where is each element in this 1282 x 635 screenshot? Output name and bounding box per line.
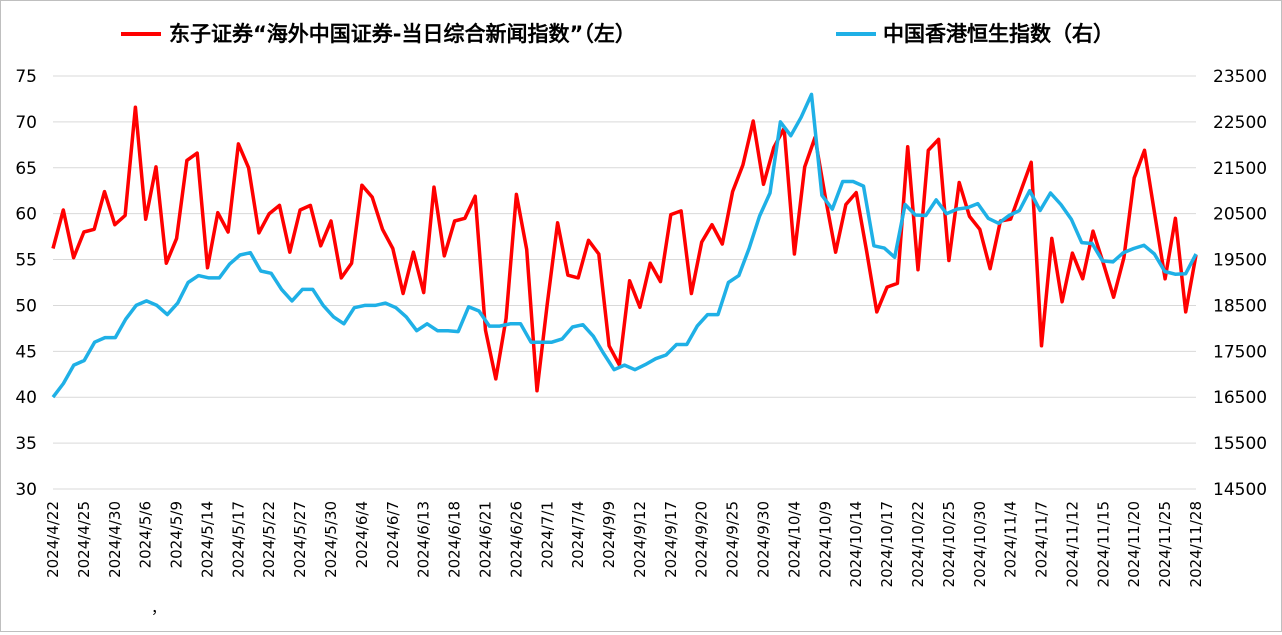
x-axis-tick-label: 2024/9/25	[724, 501, 742, 578]
legend-label-news-index: 东子证券“海外中国证券-当日综合新闻指数”（左）	[169, 22, 636, 46]
x-axis-tick-label: 2024/10/22	[909, 501, 927, 587]
x-axis-tick-label: 2024/6/26	[507, 501, 525, 578]
right-axis-ticks: 14500 15500 16500 17500 18500 19500 20500 21500…	[1213, 67, 1267, 500]
x-axis-tick-label: 2024/11/25	[1156, 501, 1174, 587]
x-axis-tick-label: 2024/6/21	[476, 501, 494, 578]
x-axis-tick-label: 2024/9/17	[662, 501, 680, 578]
news-index-line	[51, 105, 1198, 393]
x-axis-tick-label: 2024/5/17	[229, 501, 247, 578]
x-axis-tick-label: 2024/7/4	[569, 501, 587, 568]
x-axis-tick-label: 2024/9/9	[600, 501, 618, 568]
x-axis-tick-label: 2024/9/20	[693, 501, 711, 578]
x-axis-tick-label: 2024/6/7	[384, 501, 402, 568]
left-axis-tick-label: 70	[15, 113, 37, 133]
right-axis-tick-label: 16500	[1213, 388, 1267, 408]
x-axis-tick-label: 2024/11/7	[1033, 501, 1051, 578]
left-axis-tick-label: 55	[15, 251, 37, 271]
left-axis-tick-label: 35	[15, 434, 37, 454]
x-axis-tick-label: 2024/10/17	[878, 501, 896, 587]
left-axis-tick-label: 30	[15, 480, 37, 500]
x-axis-tick-label: 2024/11/20	[1125, 501, 1143, 587]
x-axis-tick-label: 2024/5/27	[291, 501, 309, 578]
right-axis-tick-label: 19500	[1213, 251, 1267, 271]
left-axis-tick-label: 50	[15, 296, 37, 316]
right-axis-tick-label: 22500	[1213, 113, 1267, 133]
x-axis-tick-label: 2024/4/22	[44, 501, 62, 578]
x-axis-tick-label: 2024/9/30	[755, 501, 773, 578]
x-axis-tick-label: 2024/11/12	[1063, 501, 1081, 587]
x-axis-tick-label: 2024/5/6	[137, 501, 155, 568]
x-axis-tick-label: 2024/10/4	[785, 501, 803, 578]
x-axis-tick-label: 2024/11/4	[1002, 501, 1020, 578]
left-axis-tick-label: 60	[15, 205, 37, 225]
x-axis-tick-label: 2024/10/25	[940, 501, 958, 587]
x-axis-tick-label: 2024/5/14	[198, 501, 216, 578]
series-lines	[51, 92, 1198, 399]
x-axis-tick-label: 2024/10/14	[847, 501, 865, 587]
x-axis-tick-label: 2024/4/30	[106, 501, 124, 578]
left-axis-tick-label: 45	[15, 342, 37, 362]
hang-seng-index-line	[51, 92, 1198, 399]
legend: 东子证券“海外中国证券-当日综合新闻指数”（左） 中国香港恒生指数（右）	[121, 22, 1114, 46]
x-axis-tick-label: 2024/10/30	[971, 501, 989, 587]
right-axis-tick-label: 17500	[1213, 342, 1267, 362]
gridlines	[53, 75, 1196, 490]
x-axis-tick-label: 2024/11/15	[1094, 501, 1112, 587]
x-axis-tick-label: 2024/5/9	[168, 501, 186, 568]
left-axis-tick-label: 75	[15, 67, 37, 87]
x-axis-tick-label: 2024/7/1	[538, 501, 556, 568]
x-axis-tick-label: 2024/9/12	[631, 501, 649, 578]
right-axis-tick-label: 23500	[1213, 67, 1267, 87]
right-axis-tick-label: 20500	[1213, 205, 1267, 225]
right-axis-tick-label: 18500	[1213, 296, 1267, 316]
x-axis-tick-label: 2024/5/22	[260, 501, 278, 578]
right-axis-tick-label: 14500	[1213, 480, 1267, 500]
x-axis-tick-label: 2024/6/13	[415, 501, 433, 578]
x-axis-tick-label: 2024/10/9	[816, 501, 834, 578]
right-axis-tick-label: 15500	[1213, 434, 1267, 454]
x-axis-tick-label: 2024/4/25	[75, 501, 93, 578]
left-axis-tick-label: 65	[15, 159, 37, 179]
left-axis-ticks: 30 35 40 45 50 55 60 65 70 75	[15, 67, 37, 500]
right-axis-tick-label: 21500	[1213, 159, 1267, 179]
x-axis-tick-label: 2024/5/30	[322, 501, 340, 578]
x-axis-tick-label: 2024/11/28	[1187, 501, 1205, 587]
x-axis-tick-label: 2024/6/4	[353, 501, 371, 568]
x-axis-tick-label: 2024/6/18	[446, 501, 464, 578]
x-axis-ticks: 2024/4/22 2024/4/25 2024/4/30 2024/5/6 2024/…	[44, 501, 1205, 587]
stray-mark: ，	[151, 599, 166, 617]
legend-label-hang-seng: 中国香港恒生指数（右）	[883, 22, 1114, 46]
left-axis-tick-label: 40	[15, 388, 37, 408]
